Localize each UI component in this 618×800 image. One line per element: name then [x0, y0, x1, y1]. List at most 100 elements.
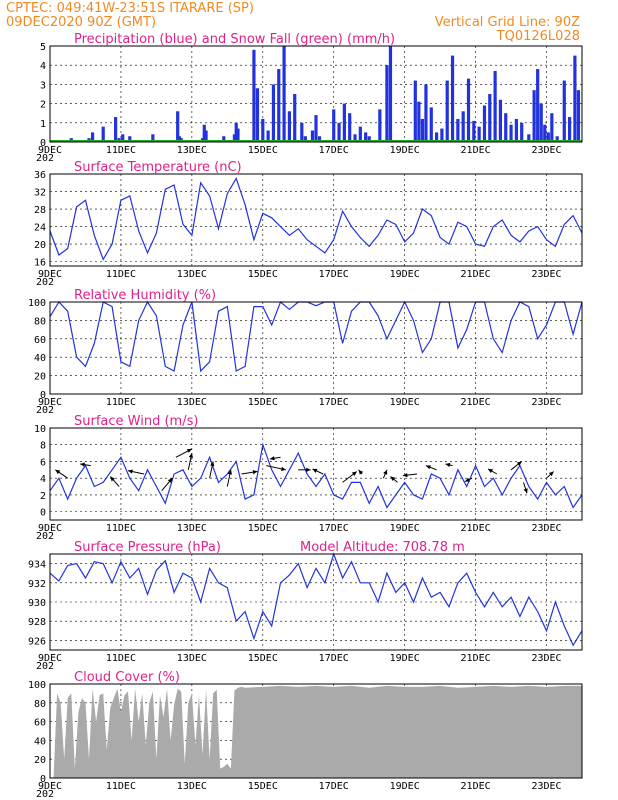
x-tick-label: 15DEC: [248, 653, 278, 664]
x-tick-label: 17DEC: [319, 397, 349, 408]
panel-title: Surface Wind (m/s): [74, 414, 198, 429]
x-tick-label: 19DEC: [390, 269, 420, 280]
precip-bar: [277, 69, 281, 142]
precip-bar: [576, 90, 581, 142]
year-fragment: 202: [36, 531, 54, 542]
x-tick-label: 17DEC: [319, 145, 349, 156]
precip-bar: [266, 130, 270, 142]
x-tick-label: 9DEC: [38, 781, 62, 792]
y-tick-label: 0: [40, 774, 46, 785]
y-tick-label: 60: [34, 718, 46, 729]
x-tick-label: 9DEC: [38, 397, 62, 408]
precip-bar: [364, 132, 368, 142]
y-tick-label: 4: [40, 61, 46, 72]
x-tick-label: 23DEC: [531, 653, 561, 664]
wind-arrow-head: [186, 448, 192, 453]
y-tick-label: 0: [40, 508, 46, 519]
header: CPTEC: 049:41W-23:51S ITARARE (SP) 09DEC…: [6, 1, 580, 44]
wind-arrow-head: [269, 456, 275, 461]
precip-bar: [466, 78, 471, 142]
x-tick-label: 13DEC: [177, 523, 207, 534]
precip-bar: [550, 113, 554, 142]
x-tick-label: 23DEC: [531, 269, 561, 280]
x-tick-label: 11DEC: [106, 269, 136, 280]
precip-bar: [261, 118, 265, 142]
x-tick-label: 21DEC: [461, 145, 491, 156]
precip-bar: [287, 111, 291, 142]
wind-arrow-head: [55, 469, 61, 475]
precip-bar: [378, 109, 382, 142]
panel-temp: 9DEC 11DEC 13DEC 15DEC 17DEC 19DEC 21DEC 23DEC 2…: [34, 160, 583, 288]
precip-bar: [573, 55, 577, 142]
x-tick-label: 11DEC: [106, 523, 136, 534]
year-fragment: 202: [36, 405, 54, 416]
wind-arrow-head: [488, 468, 494, 474]
precip-bar: [128, 136, 132, 142]
wind-arrow-head: [128, 469, 133, 474]
precip-bar: [177, 136, 182, 142]
y-tick-label: 80: [34, 316, 46, 327]
precip-bar: [332, 109, 336, 142]
precip-bar: [482, 105, 487, 142]
precip-bar: [348, 113, 352, 142]
x-tick-label: 17DEC: [319, 523, 349, 534]
x-tick-label: 9DEC: [38, 145, 62, 156]
x-tick-label: 23DEC: [531, 781, 561, 792]
precip-bar: [514, 118, 518, 142]
panel-frame: [49, 173, 583, 267]
precip-bar: [222, 136, 226, 142]
x-tick-label: 21DEC: [461, 523, 491, 534]
precip-bar: [121, 134, 125, 142]
x-tick-label: 11DEC: [106, 653, 136, 664]
x-tick-label: 11DEC: [106, 397, 136, 408]
precip-bar: [337, 122, 341, 142]
precip-bar: [420, 118, 424, 142]
precip-bar: [477, 126, 481, 142]
x-tick-label: 17DEC: [319, 653, 349, 664]
y-tick-label: 20: [34, 755, 46, 766]
precip-bar: [252, 49, 256, 143]
wind-arrow-head: [358, 469, 364, 475]
x-tick-label: 15DEC: [248, 523, 278, 534]
precip-bar: [461, 111, 465, 142]
x-tick-label: 21DEC: [461, 269, 491, 280]
y-tick-label: 928: [28, 617, 46, 628]
x-tick-label: 15DEC: [248, 269, 278, 280]
y-tick-label: 80: [34, 699, 46, 710]
precip-bar: [488, 94, 492, 142]
y-tick-label: 4: [40, 474, 46, 485]
precip-bar: [536, 69, 540, 142]
precip-bar: [176, 111, 180, 142]
precip-bar: [367, 136, 371, 142]
wind-arrow-head: [548, 471, 554, 477]
x-tick-label: 13DEC: [177, 781, 207, 792]
year-fragment: 202: [36, 789, 54, 800]
panel-wind: 9DEC 11DEC 13DEC 15DEC 17DEC 19DEC 21DEC 23DEC 2…: [34, 414, 583, 542]
precip-bar: [358, 126, 362, 142]
precip-bar: [413, 80, 417, 142]
precip-bar: [101, 126, 105, 142]
x-tick-label: 19DEC: [390, 781, 420, 792]
precip-bar: [236, 128, 240, 142]
x-tick-label: 19DEC: [390, 397, 420, 408]
x-tick-label: 19DEC: [390, 145, 420, 156]
precip-bar: [532, 90, 536, 142]
wind-arrow-head: [516, 461, 522, 466]
panel-frame: [49, 553, 583, 651]
y-tick-label: 930: [28, 598, 46, 609]
wind-arrow-head: [210, 461, 215, 467]
panel-note: Model Altitude: 708.78 m: [300, 540, 465, 555]
wind-arrow-head: [80, 462, 85, 467]
precip-bar: [271, 84, 276, 142]
x-tick-label: 9DEC: [38, 523, 62, 534]
wind-arrow-head: [312, 468, 318, 473]
precip-bar: [114, 117, 118, 142]
wind-arrow-head: [464, 477, 470, 482]
precip-bar: [388, 46, 393, 142]
x-tick-label: 17DEC: [319, 269, 349, 280]
header-run-date: 09DEC2020 90Z (GMT): [6, 15, 156, 30]
precip-bar: [90, 132, 95, 142]
y-tick-label: 60: [34, 335, 46, 346]
panel-title: Surface Pressure (hPa): [74, 540, 221, 555]
y-tick-label: 36: [34, 170, 46, 181]
